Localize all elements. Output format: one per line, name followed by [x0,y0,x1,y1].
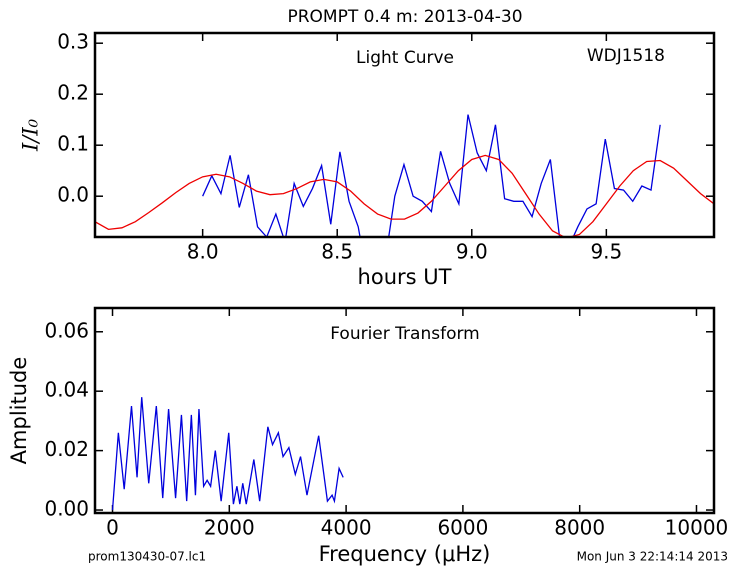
y-tick-label: 0.02 [44,437,89,461]
x-tick-label: 10000 [665,516,729,540]
y-axis-label: Amplitude [7,357,31,465]
x-tick-label: 9.0 [456,240,488,264]
y-tick-label: 0.00 [44,497,89,521]
annotation: Light Curve [356,48,454,68]
annotation: WDJ1518 [587,46,665,66]
series-line [202,114,661,237]
x-axis-label: hours UT [358,265,452,289]
x-tick-label: 2000 [204,516,255,540]
x-tick-label: 6000 [437,516,488,540]
y-tick-label: 0.3 [57,30,89,54]
y-axis-label: I/I₀ [19,118,43,152]
annotation: Fourier Transform [330,324,479,344]
x-tick-label: 8.0 [187,240,219,264]
x-tick-label: 8000 [554,516,605,540]
x-tick-label: 4000 [321,516,372,540]
y-tick-label: 0.06 [44,318,89,342]
figure-title: PROMPT 0.4 m: 2013-04-30 [287,7,522,27]
y-tick-label: 0.04 [44,378,89,402]
plot-frame [93,31,716,239]
footer-date: Mon Jun 3 22:14:14 2013 [577,550,728,564]
y-tick-label: 0.1 [57,132,89,156]
x-tick-label: 8.5 [321,240,353,264]
plot-frame [93,306,716,515]
x-axis-label: Frequency (μHz) [319,542,491,566]
y-tick-label: 0.2 [57,81,89,105]
footer-file: prom130430-07.lc1 [88,550,206,564]
series-line [95,154,714,237]
x-tick-label: 0 [106,516,119,540]
y-tick-label: 0.0 [57,183,89,207]
series-line [111,397,344,511]
x-tick-label: 9.5 [590,240,622,264]
